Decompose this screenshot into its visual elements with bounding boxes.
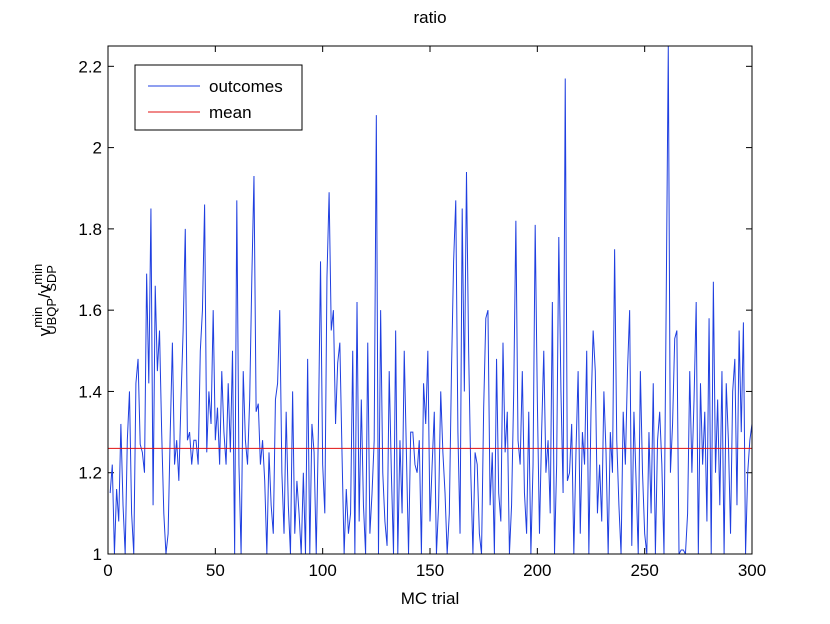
y-tick-label: 2.2 — [78, 57, 102, 76]
y-tick-label: 1 — [93, 545, 102, 564]
x-tick-label: 250 — [630, 561, 658, 580]
data-line — [109, 46, 752, 554]
x-tick-label: 150 — [416, 561, 444, 580]
y-label-part: v — [35, 327, 54, 336]
y-tick-label: 1.8 — [78, 220, 102, 239]
x-axis-label: MC trial — [401, 589, 460, 608]
legend-label: outcomes — [209, 77, 283, 96]
legend-label: mean — [209, 103, 252, 122]
chart-title: ratio — [413, 8, 446, 27]
x-tick-label: 100 — [308, 561, 336, 580]
y-label-part: SDP — [44, 265, 59, 292]
y-label-part: /v — [35, 284, 54, 298]
y-label-part: min — [30, 264, 45, 285]
plot-frame — [107, 45, 753, 555]
y-tick-label: 1.6 — [78, 301, 102, 320]
y-tick-label: 1.4 — [78, 382, 102, 401]
y-axis-label: vminUBQP/vminSDP — [30, 264, 59, 336]
x-tick-label: 300 — [738, 561, 766, 580]
y-tick-label: 1.2 — [78, 464, 102, 483]
y-tick-label: 2 — [93, 139, 102, 158]
x-tick-label: 200 — [523, 561, 551, 580]
x-tick-label: 50 — [206, 561, 225, 580]
y-label-part: UBQP — [44, 298, 59, 335]
x-tick-label: 0 — [103, 561, 112, 580]
legend-box — [134, 64, 303, 131]
y-label-part: min — [30, 307, 45, 328]
